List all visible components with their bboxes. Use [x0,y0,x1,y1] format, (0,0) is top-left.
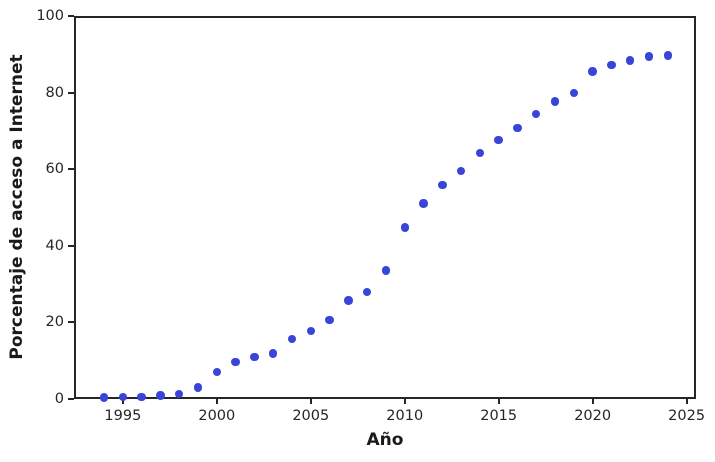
x-tick [403,399,406,404]
x-tick-label: 1995 [104,408,142,424]
plot-area [74,16,696,399]
data-point [362,287,372,297]
data-point [663,51,672,60]
data-point [626,56,635,65]
data-point [588,67,597,76]
data-point [268,349,278,358]
x-tick [591,399,594,404]
data-point [118,392,128,402]
data-point [287,335,297,344]
data-point [99,393,109,402]
data-point [400,223,409,232]
x-tick [685,399,688,404]
data-point [231,358,240,367]
data-point [212,367,221,377]
data-point [550,97,560,106]
x-tick [121,399,124,404]
data-point [644,52,654,61]
data-point [607,60,616,70]
y-tick [68,168,74,171]
x-tick [497,399,500,404]
x-tick-label: 2015 [480,408,518,424]
y-tick-label: 100 [36,8,64,24]
y-tick [68,15,74,17]
y-tick-label: 40 [45,237,64,254]
y-tick [68,91,74,94]
y-tick [68,244,74,247]
data-point [344,296,353,305]
data-point [569,88,579,98]
x-tick-label: 2005 [292,408,330,424]
x-tick [215,399,218,404]
y-axis-label-text: Porcentaje de acceso a Internet [7,54,27,360]
x-tick [309,399,312,404]
data-point [494,135,503,144]
data-point [419,199,428,208]
x-tick-label: 2000 [198,408,236,424]
data-point [513,123,522,133]
data-point [381,266,391,275]
data-point [438,181,447,190]
data-point [532,109,541,119]
y-tick-label: 20 [45,314,64,331]
x-axis-label: Año [366,430,404,450]
data-point [456,166,466,176]
y-tick-label: 0 [54,391,64,407]
x-tick-label: 2025 [668,408,706,424]
y-tick [68,398,74,400]
data-point [306,327,315,336]
data-point [250,353,259,362]
data-point [156,391,165,400]
x-tick-label: 2020 [574,408,612,424]
x-tick-label: 2010 [386,408,424,424]
data-point [175,389,184,399]
y-tick-label: 60 [45,161,64,178]
y-tick-label: 80 [45,84,64,101]
y-tick [68,321,74,324]
data-point [325,315,334,325]
data-point [475,148,485,157]
data-point [137,392,146,401]
data-point [193,383,203,392]
